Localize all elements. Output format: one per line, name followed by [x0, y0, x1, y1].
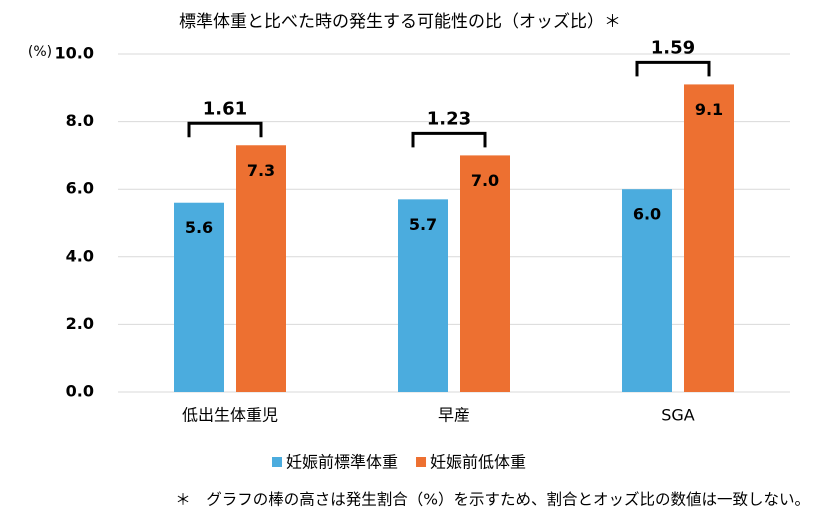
x-tick-label: SGA — [661, 406, 695, 425]
value-label: 5.6 — [185, 218, 213, 237]
odds-ratio-label: 1.23 — [427, 108, 471, 129]
bar — [398, 199, 448, 392]
odds-bracket — [635, 60, 711, 77]
bar — [236, 145, 286, 392]
x-tick-label: 低出生体重児 — [182, 406, 278, 425]
odds-bracket — [187, 121, 263, 138]
odds-bracket — [411, 131, 487, 148]
legend-label: 妊娠前標準体重 — [286, 453, 398, 472]
value-label: 6.0 — [633, 205, 661, 224]
y-tick-label: 10.0 — [55, 44, 94, 63]
x-tick-label: 早産 — [438, 406, 470, 425]
y-axis-label: (%) — [28, 44, 52, 60]
y-tick-label: 4.0 — [66, 246, 94, 265]
chart-title: 標準体重と比べた時の発生する可能性の比（オッズ比）＊ — [179, 12, 621, 32]
value-label: 7.0 — [471, 171, 499, 190]
bar — [622, 189, 672, 392]
value-label: 9.1 — [695, 100, 723, 119]
y-tick-label: 8.0 — [66, 111, 94, 130]
bar — [174, 202, 224, 392]
value-label: 7.3 — [247, 161, 275, 180]
value-label: 5.7 — [409, 215, 437, 234]
legend-swatch — [272, 457, 282, 467]
y-tick-label: 6.0 — [66, 179, 94, 198]
legend-label: 妊娠前低体重 — [430, 453, 526, 472]
odds-ratio-label: 1.59 — [651, 37, 695, 58]
y-tick-label: 0.0 — [66, 382, 94, 401]
legend-swatch — [416, 457, 427, 467]
bar — [684, 84, 734, 393]
bar — [460, 155, 510, 392]
y-tick-label: 2.0 — [66, 314, 94, 333]
odds-ratio-label: 1.61 — [203, 98, 247, 119]
footnote: ＊ グラフの棒の高さは発生割合（%）を示すため、割合とオッズ比の数値は一致しない… — [175, 491, 810, 509]
